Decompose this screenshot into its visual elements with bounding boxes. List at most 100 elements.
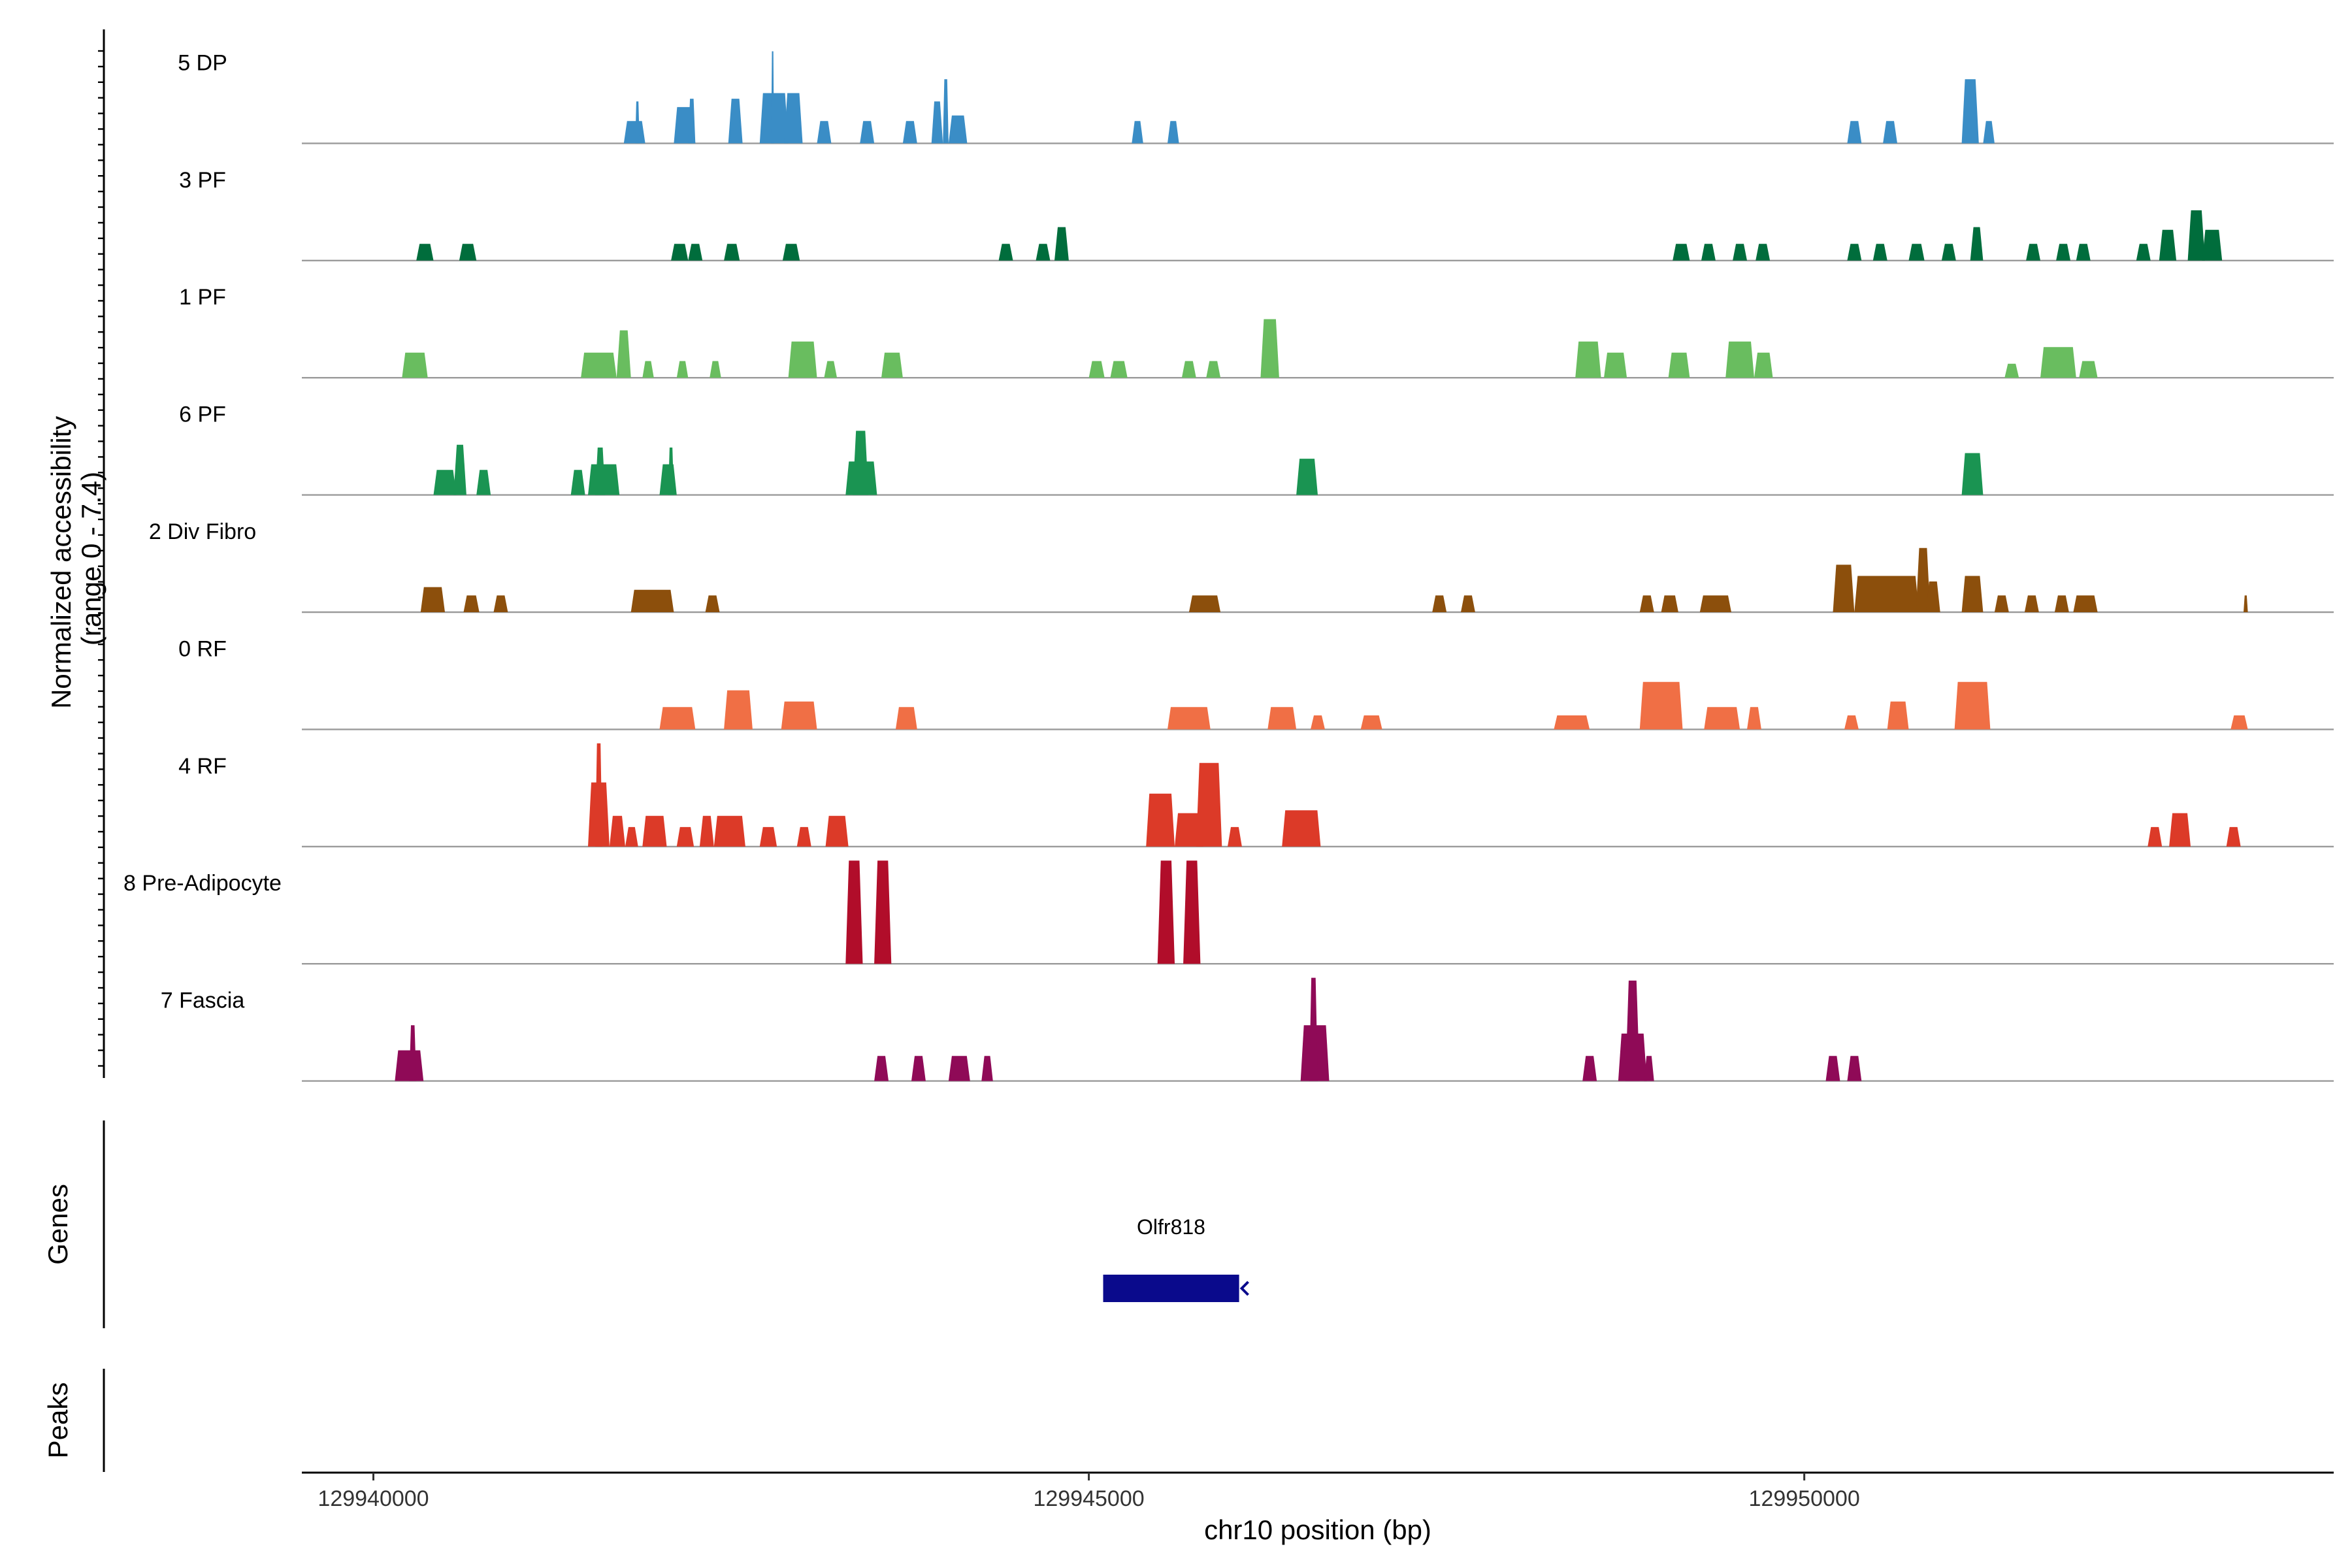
accessibility-peak xyxy=(825,815,849,847)
track-0-rf: 0 RF xyxy=(178,636,2334,730)
accessibility-peak xyxy=(1701,244,1716,261)
accessibility-peak xyxy=(416,244,434,261)
track-label: 0 RF xyxy=(178,636,227,661)
accessibility-peak xyxy=(1961,576,1984,612)
coverage-tracks: 5 DP 3 PF 1 PF 6 PF 2 Div Fibro 0 RF 4 RF 8 Pre… xyxy=(123,50,2334,1082)
accessibility-peak xyxy=(1754,352,1773,378)
accessibility-peak xyxy=(402,352,428,378)
accessibility-peak xyxy=(668,448,674,495)
accessibility-peak xyxy=(676,361,689,378)
accessibility-peak xyxy=(688,99,696,144)
accessibility-peak xyxy=(788,341,817,378)
accessibility-peak xyxy=(453,444,466,495)
track-label: 6 PF xyxy=(179,402,226,427)
x-axis-title: chr10 position (bp) xyxy=(1204,1514,1431,1545)
accessibility-peak xyxy=(2136,244,2151,261)
accessibility-peak xyxy=(2159,229,2177,261)
track-label: 8 Pre-Adipocyte xyxy=(123,871,282,896)
accessibility-peak xyxy=(710,361,721,378)
accessibility-peak xyxy=(759,93,789,144)
accessibility-peak xyxy=(759,826,777,847)
accessibility-peak xyxy=(2079,361,2098,378)
gene-label: Olfr818 xyxy=(1137,1215,1205,1239)
accessibility-peak xyxy=(688,244,703,261)
accessibility-peak xyxy=(1756,244,1771,261)
accessibility-peak xyxy=(609,815,625,847)
accessibility-peak xyxy=(817,121,832,144)
accessibility-peak xyxy=(1747,707,1761,730)
accessibility-peak xyxy=(1604,352,1627,378)
accessibility-peak xyxy=(1054,227,1069,261)
accessibility-peak xyxy=(881,352,903,378)
accessibility-peak xyxy=(1360,715,1382,730)
accessibility-peak xyxy=(2054,595,2069,612)
accessibility-peak xyxy=(1181,361,1196,378)
accessibility-peak xyxy=(2230,715,2248,730)
accessibility-peak xyxy=(860,121,875,144)
accessibility-peak xyxy=(1206,361,1221,378)
y-axis-title-line1: Normalized accessibility xyxy=(46,416,76,709)
accessibility-peak xyxy=(1916,547,1931,612)
accessibility-peak xyxy=(1925,581,1940,612)
track-3-pf: 3 PF xyxy=(179,168,2334,261)
x-tick-label: 129950000 xyxy=(1749,1486,1860,1511)
accessibility-peak xyxy=(853,431,869,495)
accessibility-peak xyxy=(1954,681,1991,730)
accessibility-peak xyxy=(874,1056,889,1081)
accessibility-peak xyxy=(1132,121,1143,144)
accessibility-peak xyxy=(463,595,480,612)
accessibility-peak xyxy=(1941,244,1956,261)
accessibility-peak xyxy=(1825,1056,1840,1081)
accessibility-peak xyxy=(1639,595,1654,612)
x-tick-label: 129945000 xyxy=(1033,1486,1144,1511)
accessibility-peak xyxy=(1311,715,1325,730)
accessibility-peak xyxy=(1883,121,1897,144)
accessibility-peak xyxy=(659,707,696,730)
accessibility-peak xyxy=(874,860,892,964)
y-axis-title-line2: (range 0 - 7.4) xyxy=(76,472,106,645)
accessibility-peak xyxy=(1188,595,1221,612)
accessibility-peak xyxy=(476,470,491,495)
accessibility-peak xyxy=(1267,707,1297,730)
accessibility-peak xyxy=(625,826,638,847)
accessibility-peak xyxy=(1196,762,1222,847)
accessibility-peak xyxy=(724,690,753,730)
accessibility-peak xyxy=(420,587,445,612)
track-5-dp: 5 DP xyxy=(178,50,2334,144)
track-label: 7 Fascia xyxy=(161,988,245,1013)
accessibility-peak xyxy=(1036,244,1051,261)
accessibility-peak xyxy=(1833,564,1855,612)
accessibility-peak xyxy=(1994,595,2009,612)
accessibility-peak xyxy=(1296,459,1318,495)
accessibility-peak xyxy=(1582,1056,1597,1081)
accessibility-peak xyxy=(1887,701,1909,730)
accessibility-peak xyxy=(1673,244,1690,261)
accessibility-peak xyxy=(1146,793,1175,847)
track-label: 1 PF xyxy=(179,285,226,310)
accessibility-peak xyxy=(824,361,838,378)
accessibility-peak xyxy=(981,1056,993,1081)
accessibility-peak xyxy=(998,244,1013,261)
accessibility-peak xyxy=(1554,715,1590,730)
accessibility-peak xyxy=(902,121,917,144)
accessibility-peak xyxy=(1699,595,1731,612)
accessibility-peak xyxy=(2187,210,2205,261)
track-6-pf: 6 PF xyxy=(179,402,2334,496)
track-2-div-fibro: 2 Div Fibro xyxy=(149,519,2334,613)
accessibility-peak xyxy=(1168,121,1179,144)
accessibility-peak xyxy=(1110,361,1128,378)
y-axis-title: Normalized accessibility (range 0 - 7.4) xyxy=(46,408,106,709)
accessibility-peak xyxy=(635,101,640,144)
accessibility-peak xyxy=(948,1056,970,1081)
peaks-panel-title: Peaks xyxy=(42,1382,73,1459)
accessibility-peak xyxy=(459,244,477,261)
accessibility-peak xyxy=(796,826,811,847)
accessibility-peak xyxy=(2226,826,2241,847)
strand-arrow-icon xyxy=(1239,1281,1249,1296)
accessibility-peak xyxy=(1908,244,1925,261)
accessibility-peak xyxy=(1639,681,1683,730)
accessibility-peak xyxy=(948,115,968,144)
track-7-fascia: 7 Fascia xyxy=(161,977,2334,1082)
accessibility-peak xyxy=(2202,229,2223,261)
accessibility-peak xyxy=(781,701,817,730)
